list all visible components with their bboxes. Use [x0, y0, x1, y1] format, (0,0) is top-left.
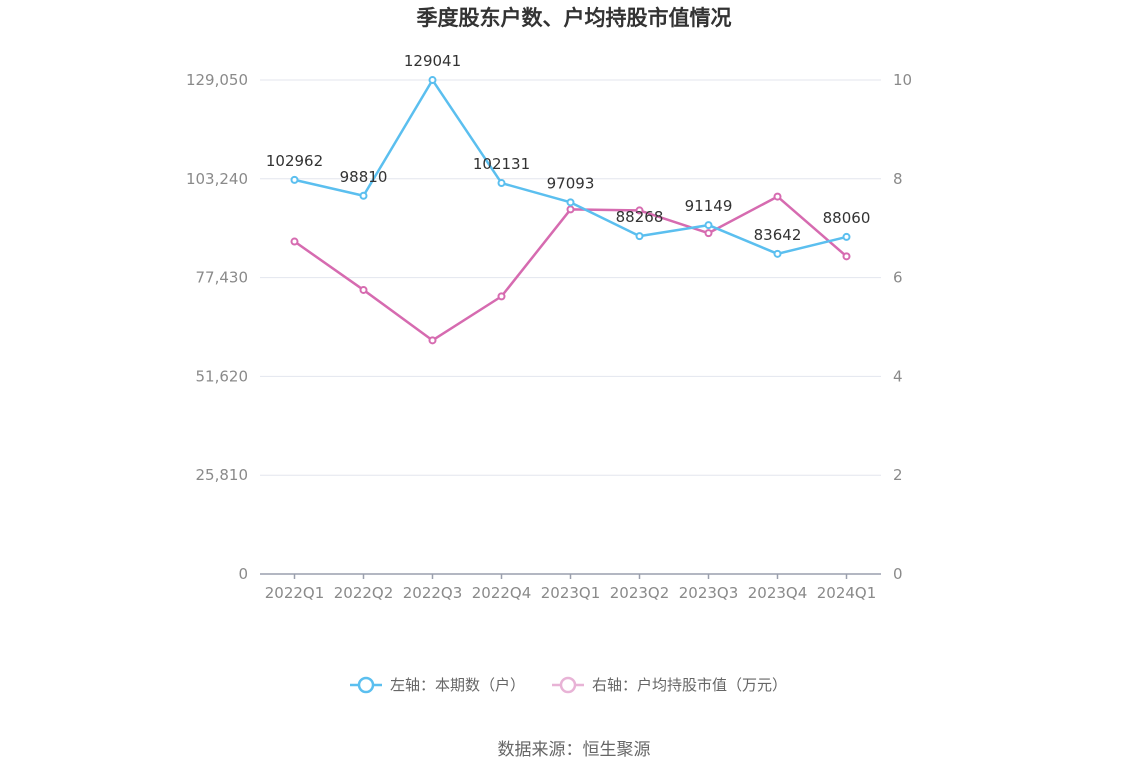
label-layer: 102962 98810 129041 102131 97093 88268 91149 83…: [266, 52, 870, 244]
point-holders[interactable]: [428, 76, 437, 85]
legend-marker: [559, 676, 577, 694]
data-label: 97093: [547, 174, 595, 192]
x-axis-tick-label: 2022Q3: [403, 584, 463, 602]
legend-item-holders[interactable]: 左轴：本期数（户）: [350, 676, 525, 694]
x-axis-tick-label: 2022Q4: [472, 584, 532, 602]
series-layer: [290, 76, 851, 345]
legend-label: 右轴：户均持股市值（万元）: [592, 676, 787, 694]
legend-label: 左轴：本期数（户）: [390, 676, 525, 694]
point-holders[interactable]: [842, 232, 851, 241]
x-axis-tick-label: 2022Q2: [334, 584, 394, 602]
right-axis-tick-label: 4: [893, 367, 903, 385]
point-avg-value[interactable]: [842, 252, 851, 261]
point-holders[interactable]: [290, 175, 299, 184]
right-axis-tick-label: 2: [893, 466, 903, 484]
grid-layer: [260, 79, 881, 476]
point-avg-value[interactable]: [428, 336, 437, 345]
legend-item-avg-value[interactable]: 右轴：户均持股市值（万元）: [552, 676, 787, 694]
point-holders[interactable]: [773, 249, 782, 258]
data-label: 102962: [266, 152, 323, 170]
left-axis-tick-label: 103,240: [186, 170, 248, 188]
point-avg-value[interactable]: [704, 229, 713, 238]
right-axis-tick-label: 6: [893, 269, 903, 287]
axis-layer: 0 25,810 51,620 77,430 103,240 129,050 0 2 4 6 8 10…: [186, 71, 912, 602]
legend-marker: [357, 676, 375, 694]
point-holders[interactable]: [704, 221, 713, 230]
data-label: 129041: [404, 52, 461, 70]
data-label: 88268: [616, 208, 664, 226]
series-line-avg-value: [293, 195, 848, 342]
point-avg-value[interactable]: [290, 237, 299, 246]
point-avg-value[interactable]: [497, 292, 506, 301]
point-avg-value[interactable]: [635, 206, 644, 215]
point-avg-value[interactable]: [566, 205, 575, 214]
data-label: 91149: [685, 197, 733, 215]
point-holders[interactable]: [359, 191, 368, 200]
point-holders[interactable]: [635, 232, 644, 241]
left-axis-tick-label: 129,050: [186, 71, 248, 89]
left-axis-tick-label: 25,810: [196, 466, 249, 484]
source-text: 数据来源：恒生聚源: [498, 740, 651, 760]
right-axis-tick-label: 0: [893, 565, 903, 583]
data-label: 102131: [473, 155, 530, 173]
x-axis-tick-label: 2023Q2: [610, 584, 670, 602]
data-label: 98810: [340, 168, 388, 186]
point-avg-value[interactable]: [773, 192, 782, 201]
left-axis-tick-label: 77,430: [196, 269, 249, 287]
point-avg-value[interactable]: [359, 285, 368, 294]
data-label: 83642: [754, 226, 802, 244]
left-axis-tick-label: 0: [238, 565, 248, 583]
x-axis-tick-label: 2024Q1: [817, 584, 877, 602]
right-axis-tick-label: 8: [893, 170, 903, 188]
right-axis-tick-label: 10: [893, 71, 912, 89]
legend: 左轴：本期数（户） 右轴：户均持股市值（万元）: [350, 676, 787, 694]
x-axis-tick-label: 2022Q1: [265, 584, 325, 602]
data-label: 88060: [823, 209, 871, 227]
x-axis-tick-label: 2023Q4: [748, 584, 808, 602]
point-holders[interactable]: [566, 198, 575, 207]
chart-title: 季度股东户数、户均持股市值情况: [417, 6, 732, 30]
left-axis-tick-label: 51,620: [196, 367, 249, 385]
point-holders[interactable]: [497, 179, 506, 188]
x-axis-tick-label: 2023Q1: [541, 584, 601, 602]
x-axis-tick-label: 2023Q3: [679, 584, 739, 602]
